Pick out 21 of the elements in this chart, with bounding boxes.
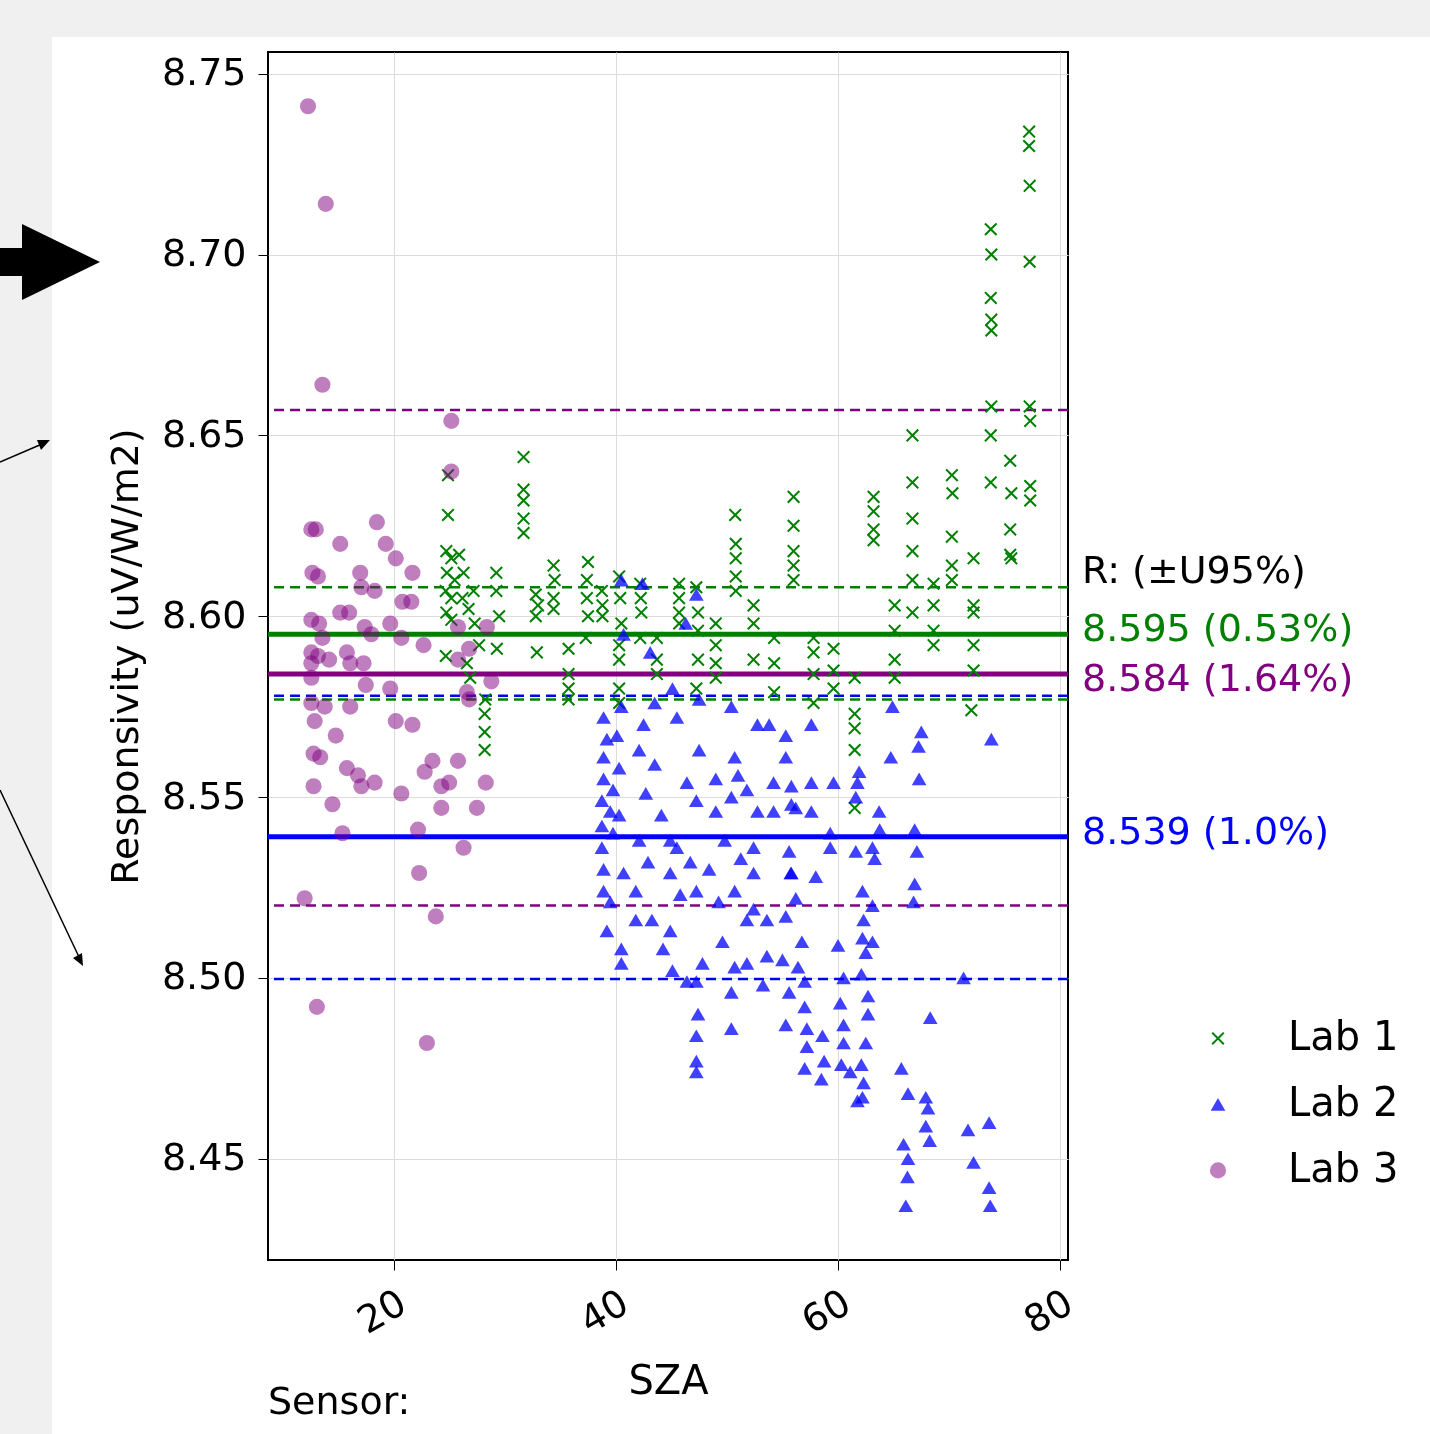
x-tick-label: 80: [1016, 1280, 1081, 1343]
legend-label: Lab 1: [1288, 1013, 1399, 1060]
y-tick-label: 8.65: [161, 411, 247, 456]
ref-line-label: 8.539 (1.0%): [1082, 808, 1330, 853]
y-tick-label: 8.55: [161, 773, 247, 818]
ref-line-label: 8.595 (0.53%): [1082, 606, 1354, 651]
text: R: (±U95%): [1082, 548, 1306, 593]
text: Sensor:: [268, 1379, 411, 1423]
y-tick-label: 8.45: [161, 1135, 247, 1180]
y-tick-label: 8.70: [161, 231, 247, 276]
legend-label: Lab 3: [1288, 1145, 1399, 1192]
x-tick-label: 20: [349, 1280, 414, 1343]
legend-label: Lab 2: [1288, 1079, 1399, 1126]
y-tick-label: 8.60: [161, 592, 247, 637]
ref-line-label: 8.584 (1.64%): [1082, 656, 1354, 701]
y-axis-title: Responsivity (uV/W/m2): [102, 428, 147, 885]
x-tick-label: 40: [571, 1280, 636, 1343]
x-axis-title: SZA: [628, 1356, 710, 1403]
y-tick-label: 8.50: [161, 954, 247, 999]
x-tick-label: 60: [794, 1280, 858, 1343]
y-tick-label: 8.75: [161, 50, 247, 95]
